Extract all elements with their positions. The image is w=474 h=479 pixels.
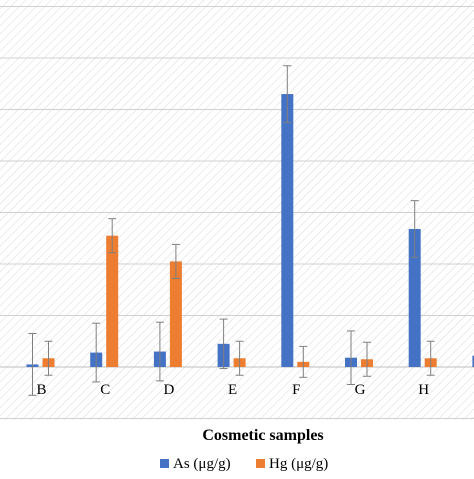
legend-swatch [160,459,169,468]
legend: As (μg/g) Hg (μg/g) [160,456,328,472]
legend-label: Hg (μg/g) [269,456,328,472]
legend-item-hg: Hg (μg/g) [256,456,328,472]
x-tick-label-d: D [163,382,174,398]
legend-swatch [256,459,265,468]
x-axis-title: Cosmetic samples [202,427,323,444]
x-tick-label-e: E [228,382,237,398]
x-tick-label-g: G [355,382,366,398]
x-tick-label-h: H [418,382,429,398]
legend-item-as: As (μg/g) [160,456,231,472]
x-tick-label-c: C [100,382,110,398]
bar-hg-c [106,236,118,367]
x-tick-label-b: B [36,382,46,398]
legend-label: As (μg/g) [173,456,231,472]
plot-background [0,0,474,420]
bar-as-f [281,94,293,367]
x-tick-label-f: F [292,382,300,398]
